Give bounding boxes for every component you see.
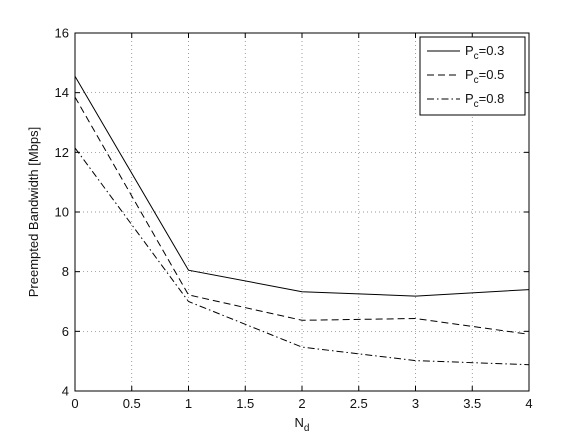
legend-box bbox=[419, 36, 526, 116]
x-tick-label: 3 bbox=[412, 396, 419, 411]
legend-label: Pc=0.3 bbox=[465, 43, 504, 62]
y-axis-ticks: 4 6 8 10 12 14 16 bbox=[55, 26, 529, 399]
series-line-dashdot bbox=[74, 147, 530, 366]
legend-label: Pc=0.8 bbox=[465, 91, 504, 110]
y-tick-label: 16 bbox=[55, 26, 69, 41]
y-tick-label: 14 bbox=[55, 85, 69, 100]
x-tick-label: 1.5 bbox=[236, 396, 254, 411]
y-tick-label: 6 bbox=[62, 324, 69, 339]
y-tick-label: 10 bbox=[55, 205, 69, 220]
y-tick-label: 8 bbox=[62, 264, 69, 279]
series-line-solid bbox=[74, 76, 530, 297]
y-axis-label: Preempted Bandwidth [Mbps] bbox=[26, 127, 41, 298]
x-axis-ticks: 0 0.5 1 1.5 2 2.5 3 3.5 4 bbox=[71, 33, 533, 411]
legend: Pc=0.3 Pc=0.5 Pc=0.8 bbox=[419, 36, 526, 116]
x-tick-label: 2 bbox=[298, 396, 305, 411]
x-tick-label: 4 bbox=[525, 396, 532, 411]
y-tick-label: 4 bbox=[62, 384, 69, 399]
legend-label: Pc=0.5 bbox=[465, 67, 504, 86]
series-group bbox=[74, 76, 530, 366]
y-tick-label: 12 bbox=[55, 145, 69, 160]
x-tick-label: 0.5 bbox=[123, 396, 141, 411]
x-tick-label: 1 bbox=[185, 396, 192, 411]
x-tick-label: 0 bbox=[71, 396, 78, 411]
x-tick-label: 3.5 bbox=[463, 396, 481, 411]
x-axis-label: Nd bbox=[295, 415, 310, 434]
x-tick-label: 2.5 bbox=[350, 396, 368, 411]
series-line-dashed bbox=[74, 96, 530, 335]
